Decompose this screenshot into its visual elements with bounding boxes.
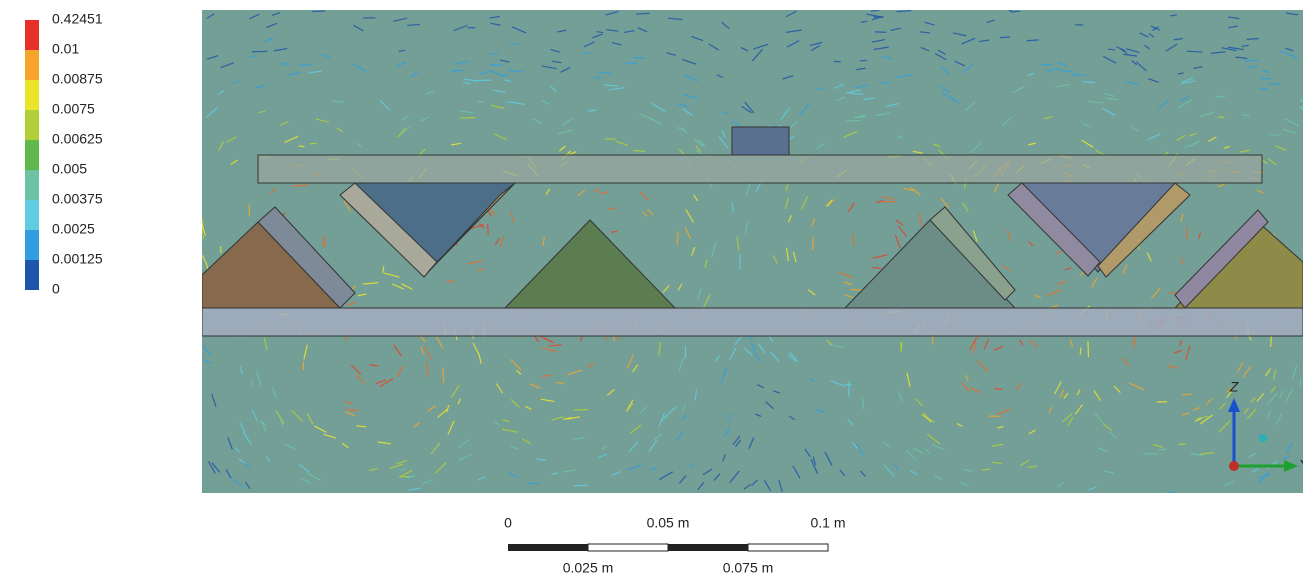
legend-label: 0.0025 — [52, 221, 95, 237]
legend-swatch — [25, 200, 39, 230]
field-arrow — [489, 65, 503, 66]
field-arrow — [813, 236, 814, 250]
legend-label: 0.005 — [52, 161, 87, 177]
scale-bar: 0 0.05 m 0.1 m 0.025 m 0.075 m — [504, 515, 845, 576]
x-axis — [1259, 434, 1267, 442]
legend-label: 0.00875 — [52, 71, 103, 87]
background — [202, 10, 1303, 493]
field-arrow — [1108, 49, 1115, 50]
field-arrow — [551, 473, 557, 474]
legend-label: 0.00375 — [52, 191, 103, 207]
field-arrow — [1088, 341, 1089, 357]
bottom-plate — [202, 308, 1303, 336]
field-arrow — [625, 63, 637, 64]
field-arrow — [992, 463, 1002, 464]
scale-segment — [668, 544, 748, 551]
scale-segment — [508, 544, 588, 551]
legend-swatch — [25, 230, 39, 260]
legend: 0.42451 0.01 0.00875 0.0075 0.00625 0.005 0.00… — [25, 11, 103, 297]
field-arrow — [501, 75, 508, 76]
legend-label: 0.00125 — [52, 251, 103, 267]
field-arrow — [1143, 454, 1157, 455]
field-arrow — [298, 65, 312, 66]
legend-swatch — [25, 20, 39, 50]
legend-swatch — [25, 140, 39, 170]
block — [732, 127, 789, 155]
scale-segment — [748, 544, 828, 551]
origin — [1229, 461, 1239, 471]
scale-label: 0 — [504, 515, 512, 531]
page: Z Y 0.42451 0.01 0.00875 0.0075 0.00625 0.005… — [0, 0, 1303, 579]
legend-swatch — [25, 260, 39, 290]
axis-label: Z — [1229, 379, 1239, 395]
field-arrow — [324, 236, 325, 248]
legend-swatch — [25, 80, 39, 110]
field-arrow — [1182, 394, 1191, 395]
legend-label: 0 — [52, 281, 60, 297]
legend-label: 0.00625 — [52, 131, 103, 147]
field-arrow — [1247, 39, 1259, 40]
field-arrow — [1242, 115, 1250, 116]
top-plate — [258, 155, 1262, 183]
legend-swatch — [25, 170, 39, 200]
scale-segment — [588, 544, 668, 551]
scale-label: 0.1 m — [810, 515, 845, 531]
field-arrow — [488, 224, 489, 235]
field-arrow — [574, 409, 588, 410]
field-arrow — [250, 56, 256, 57]
scale-label: 0.025 m — [563, 560, 614, 576]
field-arrow — [611, 231, 617, 232]
legend-swatch — [25, 50, 39, 80]
viewport: Z Y — [198, 8, 1303, 493]
field-arrow — [633, 58, 645, 59]
legend-label: 0.42451 — [52, 11, 103, 27]
field-arrow — [583, 53, 590, 54]
legend-label: 0.0075 — [52, 101, 95, 117]
field-arrow — [507, 102, 516, 103]
legend-swatch — [25, 110, 39, 140]
field-arrow — [447, 281, 455, 282]
field-arrow — [1010, 11, 1020, 12]
field-arrow — [1300, 379, 1301, 387]
field-arrow — [1271, 336, 1272, 347]
scale-label: 0.075 m — [723, 560, 774, 576]
field-arrow — [860, 60, 867, 61]
field-arrow — [1080, 348, 1081, 355]
legend-label: 0.01 — [52, 41, 79, 57]
scale-label: 0.05 m — [647, 515, 690, 531]
